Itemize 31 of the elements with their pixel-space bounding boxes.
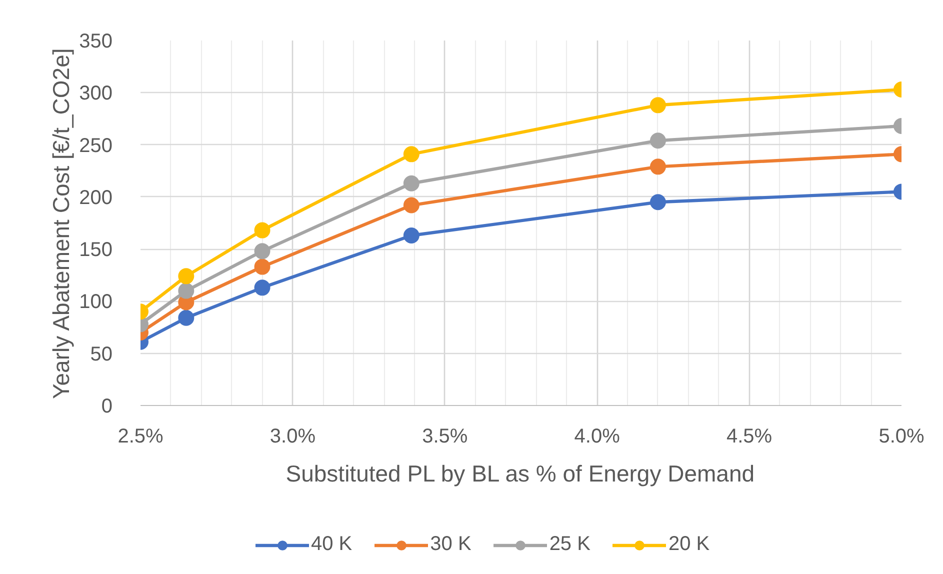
legend-label: 30 K — [430, 533, 472, 556]
x-tick-label: 4.0% — [574, 426, 620, 448]
point — [178, 310, 194, 326]
point — [403, 197, 420, 214]
x-tick-label: 4.5% — [726, 426, 772, 448]
point — [403, 146, 420, 162]
point — [254, 243, 270, 260]
y-tick-label: 100 — [79, 291, 113, 314]
y-axis-title: Yearly Abatement Cost [€/t_CO2e] — [48, 48, 74, 400]
point — [403, 228, 420, 244]
y-tick-label: 250 — [79, 134, 113, 157]
legend-label: 40 K — [311, 533, 352, 556]
y-tick-label: 200 — [79, 186, 113, 209]
point — [254, 280, 270, 296]
y-tick-label: 350 — [79, 30, 113, 52]
point — [178, 282, 194, 299]
x-axis-title: Substituted PL by BL as % of Energy Demand — [286, 460, 755, 486]
x-tick-label: 5.0% — [878, 426, 925, 448]
x-tick-label: 2.5% — [118, 426, 164, 448]
legend-label: 20 K — [668, 533, 710, 556]
point — [254, 222, 270, 238]
point — [403, 175, 420, 192]
x-tick-label: 3.5% — [422, 426, 468, 448]
y-tick-label: 0 — [101, 396, 112, 418]
legend-label: 25 K — [549, 533, 590, 556]
y-tick-label: 50 — [90, 343, 113, 366]
point — [178, 268, 194, 284]
point — [254, 258, 270, 275]
y-tick-label: 300 — [79, 82, 113, 105]
y-tick-label: 150 — [79, 239, 113, 262]
x-tick-label: 3.0% — [270, 426, 316, 448]
